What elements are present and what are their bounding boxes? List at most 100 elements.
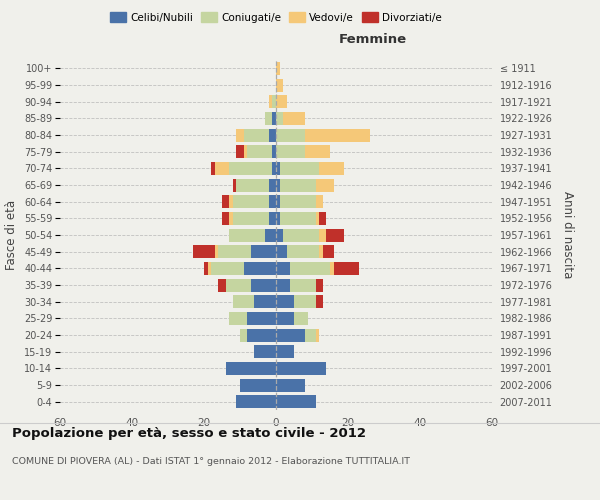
Text: Femmine: Femmine xyxy=(339,33,407,46)
Bar xyxy=(208,262,211,275)
Bar xyxy=(280,162,319,175)
Bar xyxy=(211,162,215,175)
Bar xyxy=(287,245,319,258)
Bar xyxy=(229,312,247,325)
Bar xyxy=(244,145,247,158)
Bar xyxy=(240,328,247,342)
Bar xyxy=(251,245,276,258)
Bar xyxy=(226,362,276,375)
Bar xyxy=(269,178,276,192)
Bar xyxy=(236,178,269,192)
Bar xyxy=(276,195,280,208)
Legend: Celibi/Nubili, Coniugati/e, Vedovi/e, Divorziati/e: Celibi/Nubili, Coniugati/e, Vedovi/e, Di… xyxy=(108,10,444,24)
Bar xyxy=(319,212,326,225)
Bar xyxy=(294,295,316,308)
Bar xyxy=(276,212,280,225)
Bar xyxy=(215,162,229,175)
Bar xyxy=(215,245,218,258)
Bar xyxy=(233,295,254,308)
Bar xyxy=(316,195,323,208)
Bar xyxy=(305,328,316,342)
Bar xyxy=(290,262,330,275)
Bar xyxy=(276,145,305,158)
Bar xyxy=(269,212,276,225)
Bar xyxy=(276,62,280,75)
Bar xyxy=(280,178,316,192)
Bar xyxy=(229,212,233,225)
Bar xyxy=(316,178,334,192)
Bar xyxy=(269,95,272,108)
Bar xyxy=(240,378,276,392)
Bar xyxy=(276,378,305,392)
Bar xyxy=(211,262,244,275)
Bar xyxy=(247,328,276,342)
Bar xyxy=(276,128,305,141)
Bar xyxy=(272,112,276,125)
Bar xyxy=(269,128,276,141)
Bar xyxy=(276,278,290,291)
Bar xyxy=(316,295,323,308)
Bar xyxy=(218,278,226,291)
Bar xyxy=(236,395,276,408)
Bar xyxy=(254,295,276,308)
Bar xyxy=(294,312,308,325)
Y-axis label: Anni di nascita: Anni di nascita xyxy=(561,192,574,278)
Bar xyxy=(276,328,305,342)
Bar xyxy=(218,245,251,258)
Bar xyxy=(254,345,276,358)
Bar xyxy=(222,212,229,225)
Bar xyxy=(276,162,280,175)
Bar xyxy=(316,328,319,342)
Y-axis label: Fasce di età: Fasce di età xyxy=(5,200,19,270)
Bar xyxy=(276,395,316,408)
Bar xyxy=(276,178,280,192)
Bar xyxy=(316,212,319,225)
Bar xyxy=(276,78,283,92)
Bar xyxy=(276,295,294,308)
Bar xyxy=(276,312,294,325)
Bar xyxy=(272,145,276,158)
Bar xyxy=(276,362,326,375)
Bar xyxy=(319,228,326,241)
Bar xyxy=(236,145,244,158)
Bar xyxy=(276,112,283,125)
Bar xyxy=(244,262,276,275)
Bar xyxy=(305,145,330,158)
Bar xyxy=(323,245,334,258)
Bar xyxy=(290,278,316,291)
Bar xyxy=(269,195,276,208)
Bar xyxy=(236,128,244,141)
Bar xyxy=(233,212,269,225)
Bar xyxy=(226,278,251,291)
Bar xyxy=(272,95,276,108)
Bar xyxy=(193,245,215,258)
Text: Popolazione per età, sesso e stato civile - 2012: Popolazione per età, sesso e stato civil… xyxy=(12,428,366,440)
Bar xyxy=(326,228,344,241)
Bar xyxy=(233,178,236,192)
Bar xyxy=(265,112,272,125)
Bar xyxy=(330,262,334,275)
Bar xyxy=(251,278,276,291)
Bar xyxy=(276,245,287,258)
Bar xyxy=(334,262,359,275)
Bar xyxy=(244,128,269,141)
Bar xyxy=(280,195,316,208)
Bar xyxy=(204,262,208,275)
Bar xyxy=(283,112,305,125)
Text: COMUNE DI PIOVERA (AL) - Dati ISTAT 1° gennaio 2012 - Elaborazione TUTTITALIA.IT: COMUNE DI PIOVERA (AL) - Dati ISTAT 1° g… xyxy=(12,458,410,466)
Bar xyxy=(229,195,233,208)
Bar xyxy=(247,312,276,325)
Bar xyxy=(280,212,316,225)
Bar xyxy=(319,162,344,175)
Bar xyxy=(233,195,269,208)
Bar xyxy=(276,228,283,241)
Bar xyxy=(319,245,323,258)
Bar xyxy=(276,95,287,108)
Bar xyxy=(272,162,276,175)
Bar xyxy=(316,278,323,291)
Bar xyxy=(222,195,229,208)
Bar xyxy=(276,262,290,275)
Bar xyxy=(305,128,370,141)
Bar xyxy=(276,345,294,358)
Bar xyxy=(265,228,276,241)
